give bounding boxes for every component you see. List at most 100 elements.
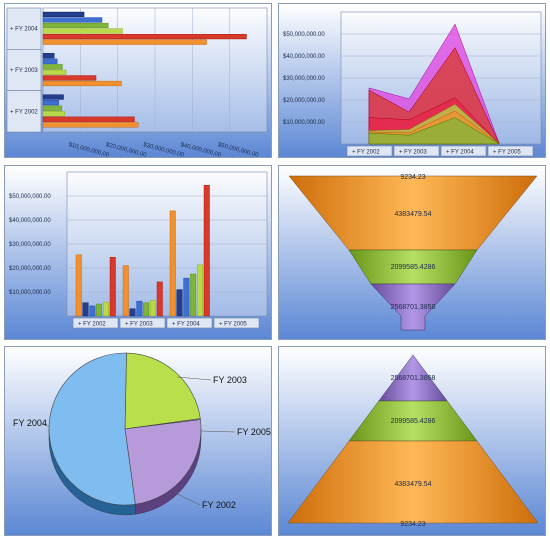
y-tick-label: $10,000,000.00 [283,120,325,126]
area-series [368,117,500,145]
funnel-chart-panel: 9234.23 4383479.54 2099585.4286 2568701.385… [278,165,546,340]
bar [96,303,103,317]
category-label: + FY 2003 [125,322,153,328]
slice-label: FY 2002 [202,500,236,510]
bar [42,75,97,81]
y-tick-label: $40,000,000.00 [283,54,325,60]
funnel-chart: 9234.23 4383479.54 2099585.4286 2568701.385… [279,166,545,339]
pie-slice [48,352,136,506]
leader-line [172,491,201,506]
pie-chart-panel: FY 2003 FY 2005 FY 2002 FY 2004 [4,346,272,536]
vertical-bar-chart-panel: $10,000,000.00 $20,000,000.00 $30,000,000.… [4,165,272,340]
bar [42,64,63,70]
category-label: + FY 2004 [10,27,38,33]
segment-label: 9234.23 [400,174,425,181]
bar [42,39,207,45]
y-tick-label: $20,000,000.00 [283,98,325,104]
category-box [6,90,42,133]
category-box [6,49,42,91]
category-box [166,317,213,329]
bar [42,100,59,106]
bar [75,254,82,317]
category-box [72,317,119,329]
leader-line [200,430,236,433]
category-box [393,145,440,157]
bar [136,300,143,317]
bar [196,264,203,317]
bar [42,11,85,17]
vertical-bar-chart: $10,000,000.00 $20,000,000.00 $30,000,000.… [5,166,271,339]
pyramid-chart-panel: 2568701.3858 2099585.4286 4383479.54 9234.2… [278,346,546,536]
segment-label: 2568701.3858 [391,304,436,311]
bar [190,273,197,317]
y-tick-label: $30,000,000.00 [283,76,325,82]
bar [42,69,67,75]
segment-label: 4383479.54 [395,481,432,488]
bar [129,308,136,317]
segment-label: 9234.23 [400,521,425,528]
category-box [119,317,166,329]
category-box [440,145,487,157]
y-tick-label: $40,000,000.00 [9,218,51,224]
segment-label: 2099585.4286 [391,418,436,425]
bar [42,22,109,29]
category-box [6,7,42,50]
horizontal-bar-chart-panel: $10,000,000.00 $20,000,000.00 $30,000,000.… [4,3,272,158]
segment-label: 2099585.4286 [391,264,436,271]
slice-label: FY 2003 [213,375,247,385]
slice-label: FY 2005 [237,427,271,437]
category-label: + FY 2002 [10,109,38,115]
y-tick-label: $10,000,000.00 [9,290,51,296]
bar [42,80,122,87]
pyramid-segment [287,440,539,524]
bar [143,302,150,317]
category-label: + FY 2002 [352,150,380,156]
bar [203,185,210,317]
category-label: + FY 2004 [446,150,474,156]
pie-slice [124,419,202,505]
bar [169,210,176,317]
bar [102,301,109,317]
funnel-segment [370,283,456,331]
bar [149,300,156,317]
bar [156,281,163,317]
leader-line [42,422,50,428]
bar [89,305,96,317]
pyramid-chart: 2568701.3858 2099585.4286 4383479.54 9234.2… [279,347,545,535]
area-chart: $10,000,000.00 $20,000,000.00 $30,000,000.… [279,4,545,157]
bar [42,34,247,40]
segment-label: 4383479.54 [395,211,432,218]
area-chart-panel: $10,000,000.00 $20,000,000.00 $30,000,000.… [278,3,546,158]
category-label: + FY 2005 [493,150,521,156]
bar [176,289,183,317]
category-box [213,317,260,329]
bar [42,94,64,100]
bar [109,256,116,317]
category-box [346,145,393,157]
y-tick-label: $20,000,000.00 [9,266,51,272]
bar [42,17,103,23]
category-label: + FY 2003 [10,68,38,74]
slice-label: FY 2004 [13,418,47,428]
horizontal-bar-chart: $10,000,000.00$20,000,000.00$30,000,000.… [5,4,271,157]
bar [42,58,58,64]
bar [42,105,62,111]
y-tick-label: $30,000,000.00 [9,242,51,248]
leader-line [176,376,212,381]
category-label: + FY 2005 [219,322,247,328]
segment-label: 2568701.3858 [391,375,436,382]
category-label: + FY 2002 [78,322,106,328]
pie-slice [124,352,201,430]
category-label: + FY 2004 [172,322,200,328]
category-label: + FY 2003 [399,150,427,156]
bar [122,265,129,317]
bar [183,277,190,317]
y-tick-label: $50,000,000.00 [9,194,51,200]
bar [42,122,139,128]
category-box [487,145,534,157]
y-tick-label: $50,000,000.00 [283,32,325,38]
bar [42,111,65,117]
pie-chart: FY 2003 FY 2005 FY 2002 FY 2004 [5,347,271,535]
bar [42,116,135,122]
bar [42,53,55,59]
